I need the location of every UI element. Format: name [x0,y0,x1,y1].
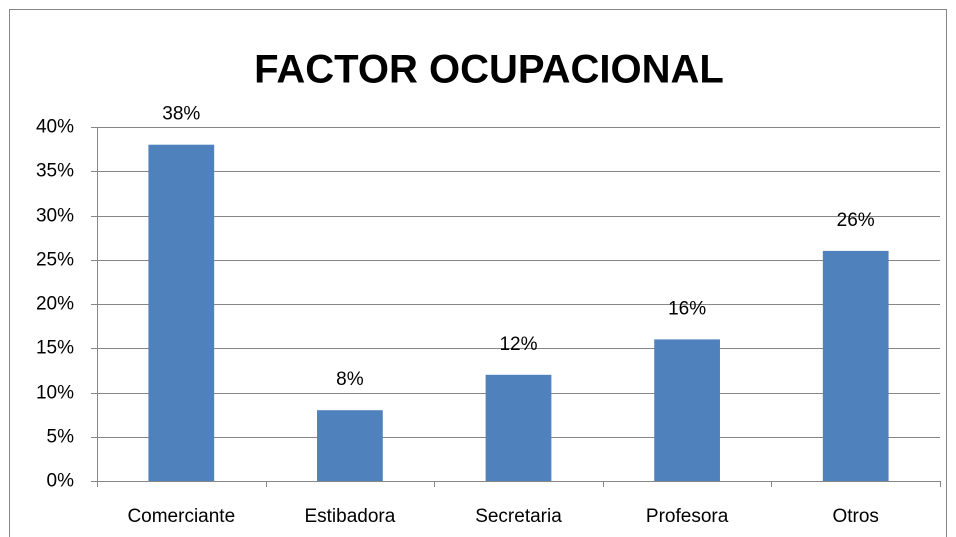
bar [654,339,720,481]
chart-title: FACTOR OCUPACIONAL [254,48,724,92]
y-tick-label: 25% [36,250,74,271]
bar [485,374,552,481]
y-tick-label: 5% [47,427,75,448]
y-tick-label: 15% [36,338,74,359]
data-label: 8% [336,369,364,390]
x-tick-label: Estibadora [304,506,395,527]
y-tick-label: 20% [36,294,74,315]
y-tick-label: 35% [36,161,74,182]
x-tick-label: Profesora [646,506,729,527]
y-tick-label: 30% [36,206,74,227]
bar [822,250,889,481]
y-tick-label: 40% [36,117,74,138]
x-tick-label: Otros [832,506,878,527]
x-tick-label: Comerciante [127,506,235,527]
x-tick-label: Secretaria [475,506,562,527]
bar [148,144,215,481]
data-label: 16% [668,298,706,319]
data-label: 38% [162,104,200,125]
data-label: 26% [837,210,875,231]
data-label: 12% [499,334,537,355]
bar [317,410,383,481]
y-tick-label: 0% [47,471,75,492]
y-tick-label: 10% [36,383,74,404]
